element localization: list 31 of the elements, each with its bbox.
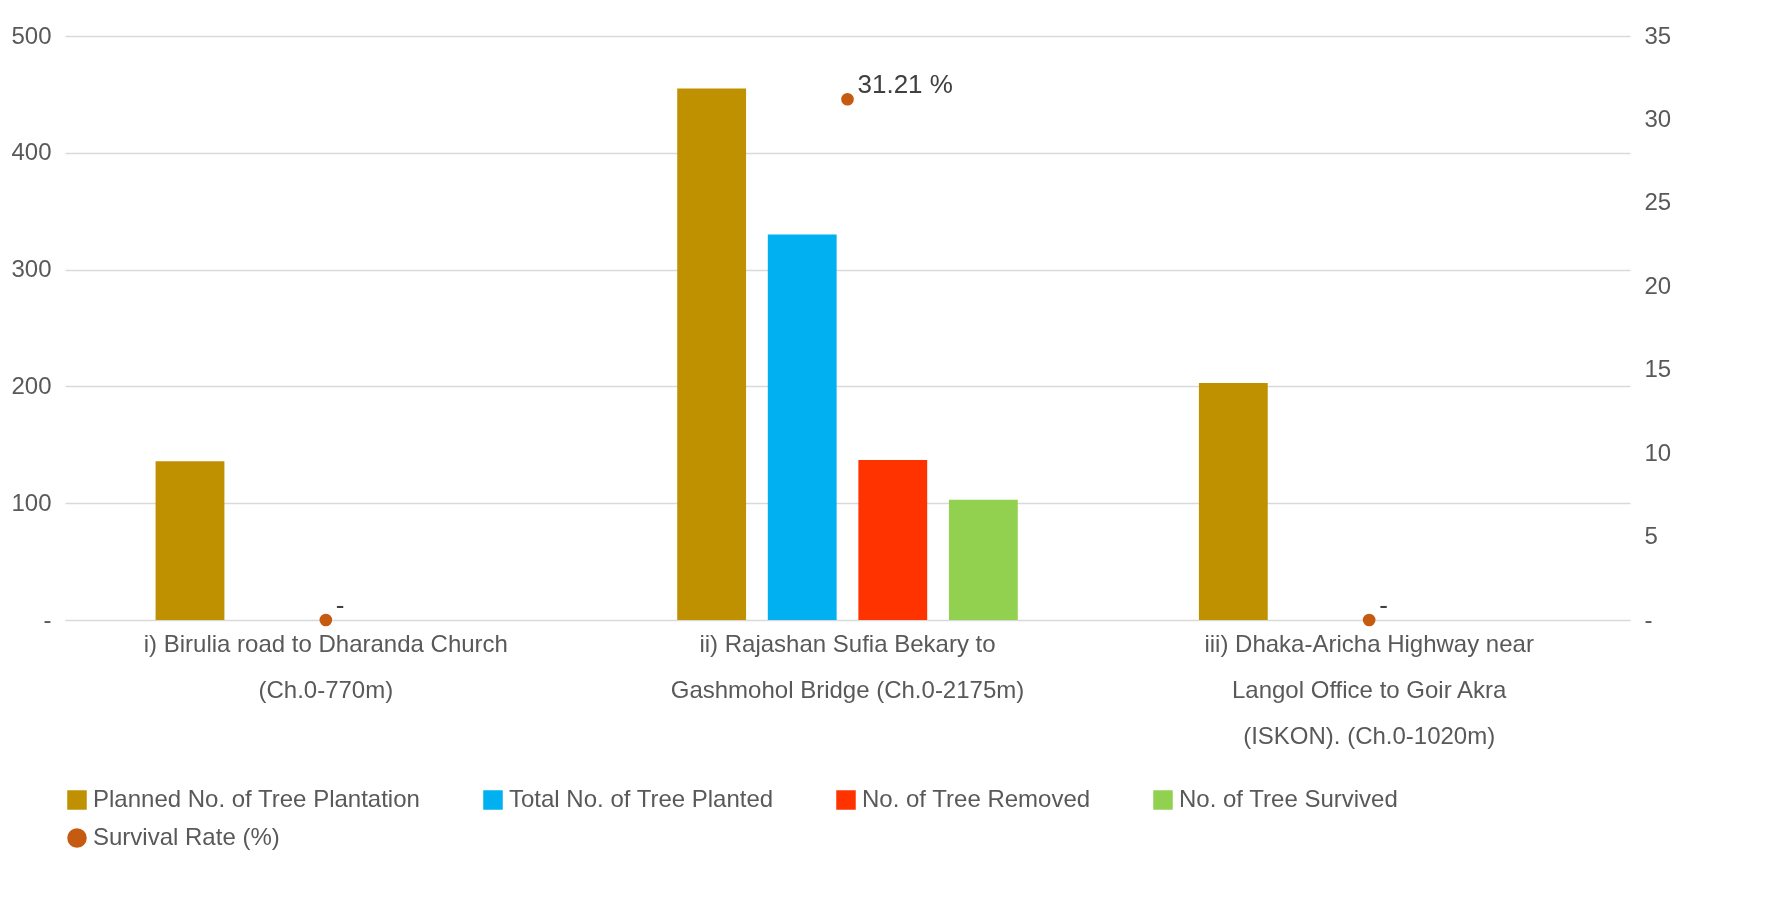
y2-tick-label: 15 bbox=[1644, 355, 1672, 383]
y2-tick-label: 5 bbox=[1644, 522, 1658, 550]
bar bbox=[1198, 382, 1268, 620]
bar bbox=[767, 234, 837, 620]
data-label: 31.21 % bbox=[857, 69, 953, 100]
legend-label: Survival Rate (%) bbox=[93, 823, 280, 850]
legend-label: Total No. of Tree Planted bbox=[509, 785, 774, 812]
legend-label: No. of Tree Survived bbox=[1179, 785, 1398, 812]
y2-tick-label: 20 bbox=[1644, 271, 1672, 299]
y-tick-label: - bbox=[43, 605, 52, 633]
y2-tick-label: 10 bbox=[1644, 438, 1672, 466]
y2-tick-label: - bbox=[1644, 605, 1653, 633]
y-tick-label: 200 bbox=[11, 371, 52, 399]
x-tick-label: ii) Rajashan Sufia Bekary to Gashmohol Bridge (Ch.0-2175m) bbox=[670, 629, 1025, 703]
legend-label: No. of Tree Removed bbox=[862, 785, 1091, 812]
y-tick-label: 500 bbox=[11, 21, 52, 49]
y-tick-label: 400 bbox=[11, 138, 52, 166]
bar bbox=[948, 499, 1018, 620]
y2-tick-label: 25 bbox=[1644, 188, 1672, 216]
data-label: - bbox=[335, 590, 345, 620]
y-tick-label: 300 bbox=[11, 255, 52, 283]
bar bbox=[677, 88, 747, 620]
y-tick-label: 100 bbox=[11, 488, 52, 516]
y2-tick-label: 35 bbox=[1644, 21, 1672, 49]
x-tick-label: i) Birulia road to Dharanda Church (Ch.0-770m) bbox=[143, 629, 508, 703]
x-tick-label: iii) Dhaka-Aricha Highway near Langol Office to Goir Akra (ISKON). (Ch.0-1020m) bbox=[1204, 629, 1534, 749]
y2-tick-label: 30 bbox=[1644, 104, 1672, 132]
bar bbox=[155, 461, 225, 620]
data-label: - bbox=[1379, 590, 1388, 620]
bar bbox=[858, 459, 928, 620]
legend-label: Planned No. of Tree Plantation bbox=[93, 785, 420, 812]
